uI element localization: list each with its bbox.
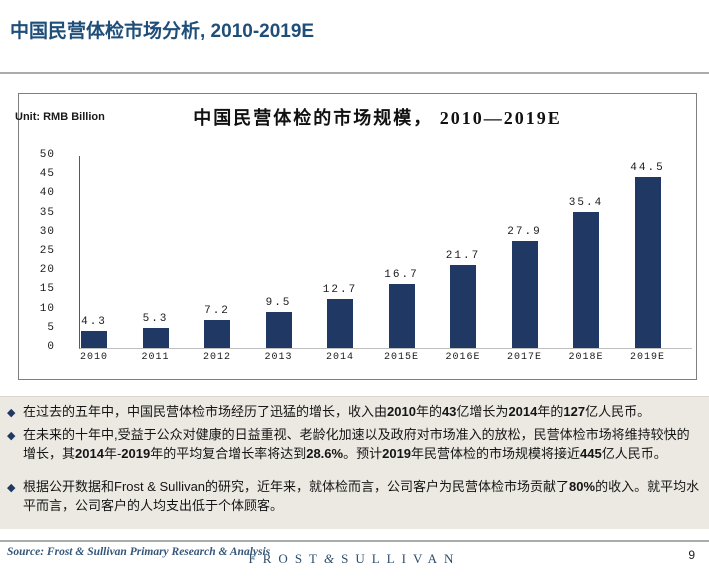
source-text: Source: Frost & Sullivan Primary Researc… [7, 546, 271, 558]
chart-title: 中国民营体检的市场规模， 2010—2019E [193, 108, 562, 128]
bar-2019E [634, 177, 661, 348]
bar-2017E [511, 241, 538, 348]
bullet-panel: ◆ 在过去的五年中，中国民营体检市场经历了迅猛的增长，收入由2010年的43亿增长… [0, 396, 709, 529]
y-tick-label: 5 [47, 321, 55, 334]
bullet-text-segment: 年- [103, 446, 122, 461]
bullet-text-segment: 2019 [121, 446, 151, 461]
bullet-item: ◆ 在未来的十年中,受益于公众对健康的日益重视、老龄化加速以及政府对市场准入的放松… [6, 425, 701, 463]
bar-2010 [81, 331, 107, 348]
bullet-text-segment: 根据公开数据和Frost & Sullivan的研究，近年来，就体检而言，公司客… [23, 479, 570, 494]
header-divider [0, 72, 709, 74]
bar-value-label: 7.2 [204, 305, 230, 317]
bar-2015E [388, 284, 415, 348]
y-tick-label: 45 [39, 168, 55, 181]
bar-value-label: 5.3 [142, 313, 169, 325]
bullet-text-segment: 2019 [382, 446, 412, 461]
logo-ampersand: & [324, 551, 342, 566]
y-tick-label: 50 [39, 149, 55, 161]
bullet-text-segment: 年的 [415, 404, 442, 419]
diamond-bullet-icon: ◆ [7, 407, 16, 419]
bullet-text-segment: 445 [580, 446, 602, 461]
y-tick-label: 15 [39, 283, 55, 296]
plot-area: 4.3 2010 5.3 2011 7.2 2012 9.5 2013 12.7 2014 16.7… [79, 156, 692, 363]
x-tick-label: 2014 [325, 352, 354, 363]
bar-2013 [265, 312, 292, 348]
bullet-text-segment: 。预计 [343, 446, 383, 461]
bullet-item: ◆ 根据公开数据和Frost & Sullivan的研究，近年来，就体检而言，公司… [6, 477, 701, 515]
bar-value-label: 16.7 [384, 269, 419, 281]
frost-sullivan-logo: FROST&SULLIVAN [0, 551, 709, 567]
y-tick-label: 10 [39, 302, 55, 315]
bar-value-label: 21.7 [445, 250, 481, 262]
bar-2014 [327, 299, 353, 348]
y-tick-label: 25 [39, 245, 55, 257]
bar-2012 [204, 320, 230, 348]
bar-value-label: 4.3 [81, 316, 107, 328]
y-tick-label: 0 [47, 341, 55, 353]
x-tick-label: 2011 [141, 352, 170, 363]
x-tick-label: 2013 [264, 352, 293, 363]
bullet-text-segment: 年的 [537, 404, 564, 419]
bullet-text-segment: 80% [569, 479, 596, 494]
x-tick-label: 2010 [79, 352, 108, 363]
logo-sullivan: SULLIVAN [341, 551, 461, 566]
x-tick-label: 2019E [629, 352, 665, 363]
bullet-text-segment: 在过去的五年中，中国民营体检市场经历了迅猛的增长，收入由 [23, 404, 388, 419]
bullet-text-segment: 2014 [75, 446, 104, 461]
footer-divider [0, 540, 709, 542]
x-tick-label: 2018E [568, 352, 604, 363]
bar-value-label: 9.5 [265, 297, 292, 309]
page-number: 9 [688, 548, 695, 562]
bar-2018E [573, 212, 599, 348]
bullet-text-segment: 亿增长为 [456, 404, 509, 419]
bar-value-label: 44.5 [630, 162, 665, 174]
bullet-text-segment: 2014 [508, 404, 538, 419]
bullet-text-segment: 2010 [387, 404, 416, 419]
bullet-text-segment: 年的平均复合增长率将达到 [150, 446, 307, 461]
bullet-text-segment: 的收入。就平均水平而言，公司客户的人均支出低于个体顾客。 [23, 479, 700, 513]
x-tick-label: 2015E [383, 352, 419, 363]
bullet-text-segment: 亿人民币。 [585, 404, 651, 419]
bullet-item: ◆ 在过去的五年中，中国民营体检市场经历了迅猛的增长，收入由2010年的43亿增长… [6, 402, 701, 421]
chart-unit-label: Unit: RMB Billion [15, 111, 105, 123]
bar-2011 [142, 328, 169, 348]
y-tick-label: 40 [39, 187, 55, 200]
y-tick-label: 35 [39, 206, 55, 219]
bullet-text-segment: 127 [563, 404, 586, 419]
bar-value-label: 35.4 [568, 197, 604, 209]
chart-box: Unit: RMB Billion 中国民营体检的市场规模， 2010—2019… [15, 93, 697, 380]
y-tick-label: 20 [39, 264, 55, 277]
bullet-text-segment: 亿人民币。 [601, 446, 667, 461]
bullet-text-segment: 28.6% [306, 446, 344, 461]
x-tick-label: 2012 [202, 352, 231, 363]
x-tick-label: 2017E [506, 352, 542, 363]
diamond-bullet-icon: ◆ [7, 482, 16, 494]
y-tick-label: 30 [39, 225, 55, 238]
bar-2016E [450, 265, 476, 348]
bar-value-label: 12.7 [322, 284, 358, 296]
bullet-text-segment: 在未来的十年中,受益于公众对健康的日益重视、老龄化加速以及政府对市场准入的放松，… [23, 427, 690, 461]
logo-frost: FROST [248, 551, 324, 566]
bullet-text-segment: 43 [441, 404, 457, 419]
bar-value-label: 27.9 [507, 226, 542, 238]
diamond-bullet-icon: ◆ [7, 430, 16, 442]
x-tick-label: 2016E [445, 352, 481, 363]
bullet-text-segment: 年民营体检的市场规模将接近 [411, 446, 581, 461]
page-title: 中国民营体检市场分析, 2010-2019E [10, 21, 315, 42]
